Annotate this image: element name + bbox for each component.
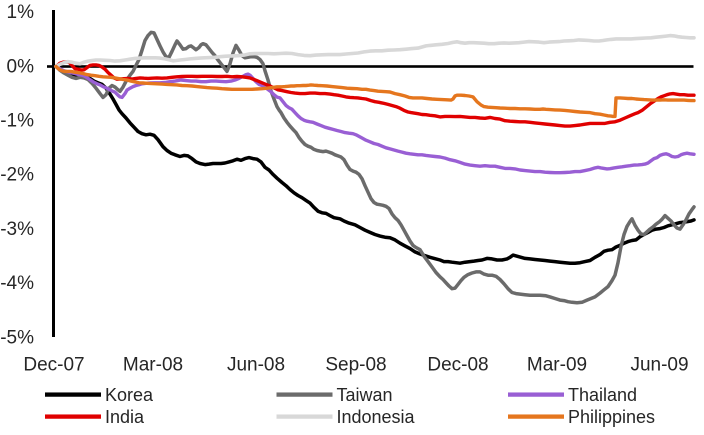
svg-text:Mar-08: Mar-08 bbox=[123, 355, 183, 376]
svg-text:-1%: -1% bbox=[0, 111, 34, 132]
svg-text:-2%: -2% bbox=[0, 165, 34, 186]
svg-text:Korea: Korea bbox=[105, 385, 154, 405]
svg-text:Taiwan: Taiwan bbox=[337, 385, 393, 405]
svg-text:Dec-08: Dec-08 bbox=[427, 355, 488, 376]
svg-text:Dec-07: Dec-07 bbox=[23, 355, 84, 376]
svg-text:-3%: -3% bbox=[0, 219, 34, 240]
svg-text:0%: 0% bbox=[7, 56, 35, 77]
svg-text:Mar-09: Mar-09 bbox=[527, 355, 587, 376]
svg-text:1%: 1% bbox=[7, 2, 35, 23]
svg-text:Thailand: Thailand bbox=[568, 385, 637, 405]
svg-text:Jun-08: Jun-08 bbox=[227, 355, 285, 376]
svg-text:Sep-08: Sep-08 bbox=[325, 355, 386, 376]
svg-text:-4%: -4% bbox=[0, 273, 34, 294]
svg-text:Philippines: Philippines bbox=[568, 407, 655, 427]
svg-text:Jun-09: Jun-09 bbox=[630, 355, 688, 376]
svg-text:India: India bbox=[105, 407, 145, 427]
svg-text:-5%: -5% bbox=[0, 327, 34, 348]
svg-text:Indonesia: Indonesia bbox=[337, 407, 416, 427]
